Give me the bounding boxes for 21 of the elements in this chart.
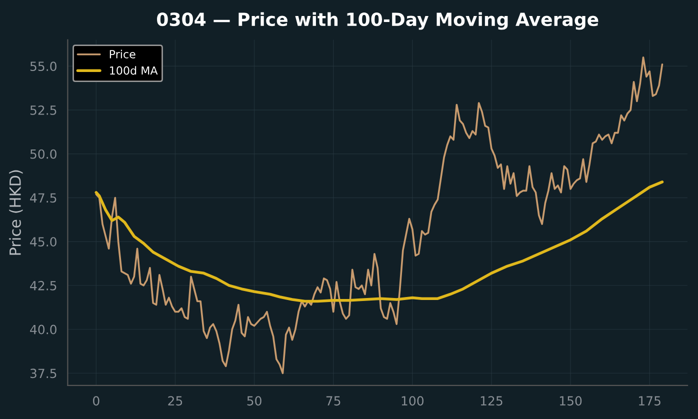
line-series	[94, 180, 664, 303]
x-tick-label: 125	[480, 396, 502, 406]
y-axis-title: Price (HKD)	[9, 170, 23, 255]
y-tick-label: 37.5	[30, 368, 56, 378]
y-tick-label: 47.5	[30, 193, 56, 203]
x-tick-label: 0	[93, 396, 100, 406]
y-tick-label: 40.0	[30, 324, 56, 334]
x-tick-label: 100	[402, 396, 424, 406]
x-tick-label: 25	[168, 396, 182, 406]
y-tick-label: 45.0	[30, 237, 56, 247]
legend-label: Price	[110, 50, 136, 58]
x-tick-label: 175	[639, 396, 660, 406]
x-tick-label: 75	[326, 396, 340, 406]
y-tick-label: 50.0	[30, 149, 56, 159]
y-tick-label: 55.0	[30, 62, 56, 72]
x-tick-label: 50	[247, 396, 262, 406]
y-tick-label: 42.5	[30, 280, 56, 290]
chart-title: 0304 — Price with 100-Day Moving Average	[157, 12, 598, 30]
x-tick-label: 150	[560, 396, 582, 406]
y-tick-label: 52.5	[30, 105, 56, 115]
legend-label: 100d MA	[110, 66, 158, 75]
